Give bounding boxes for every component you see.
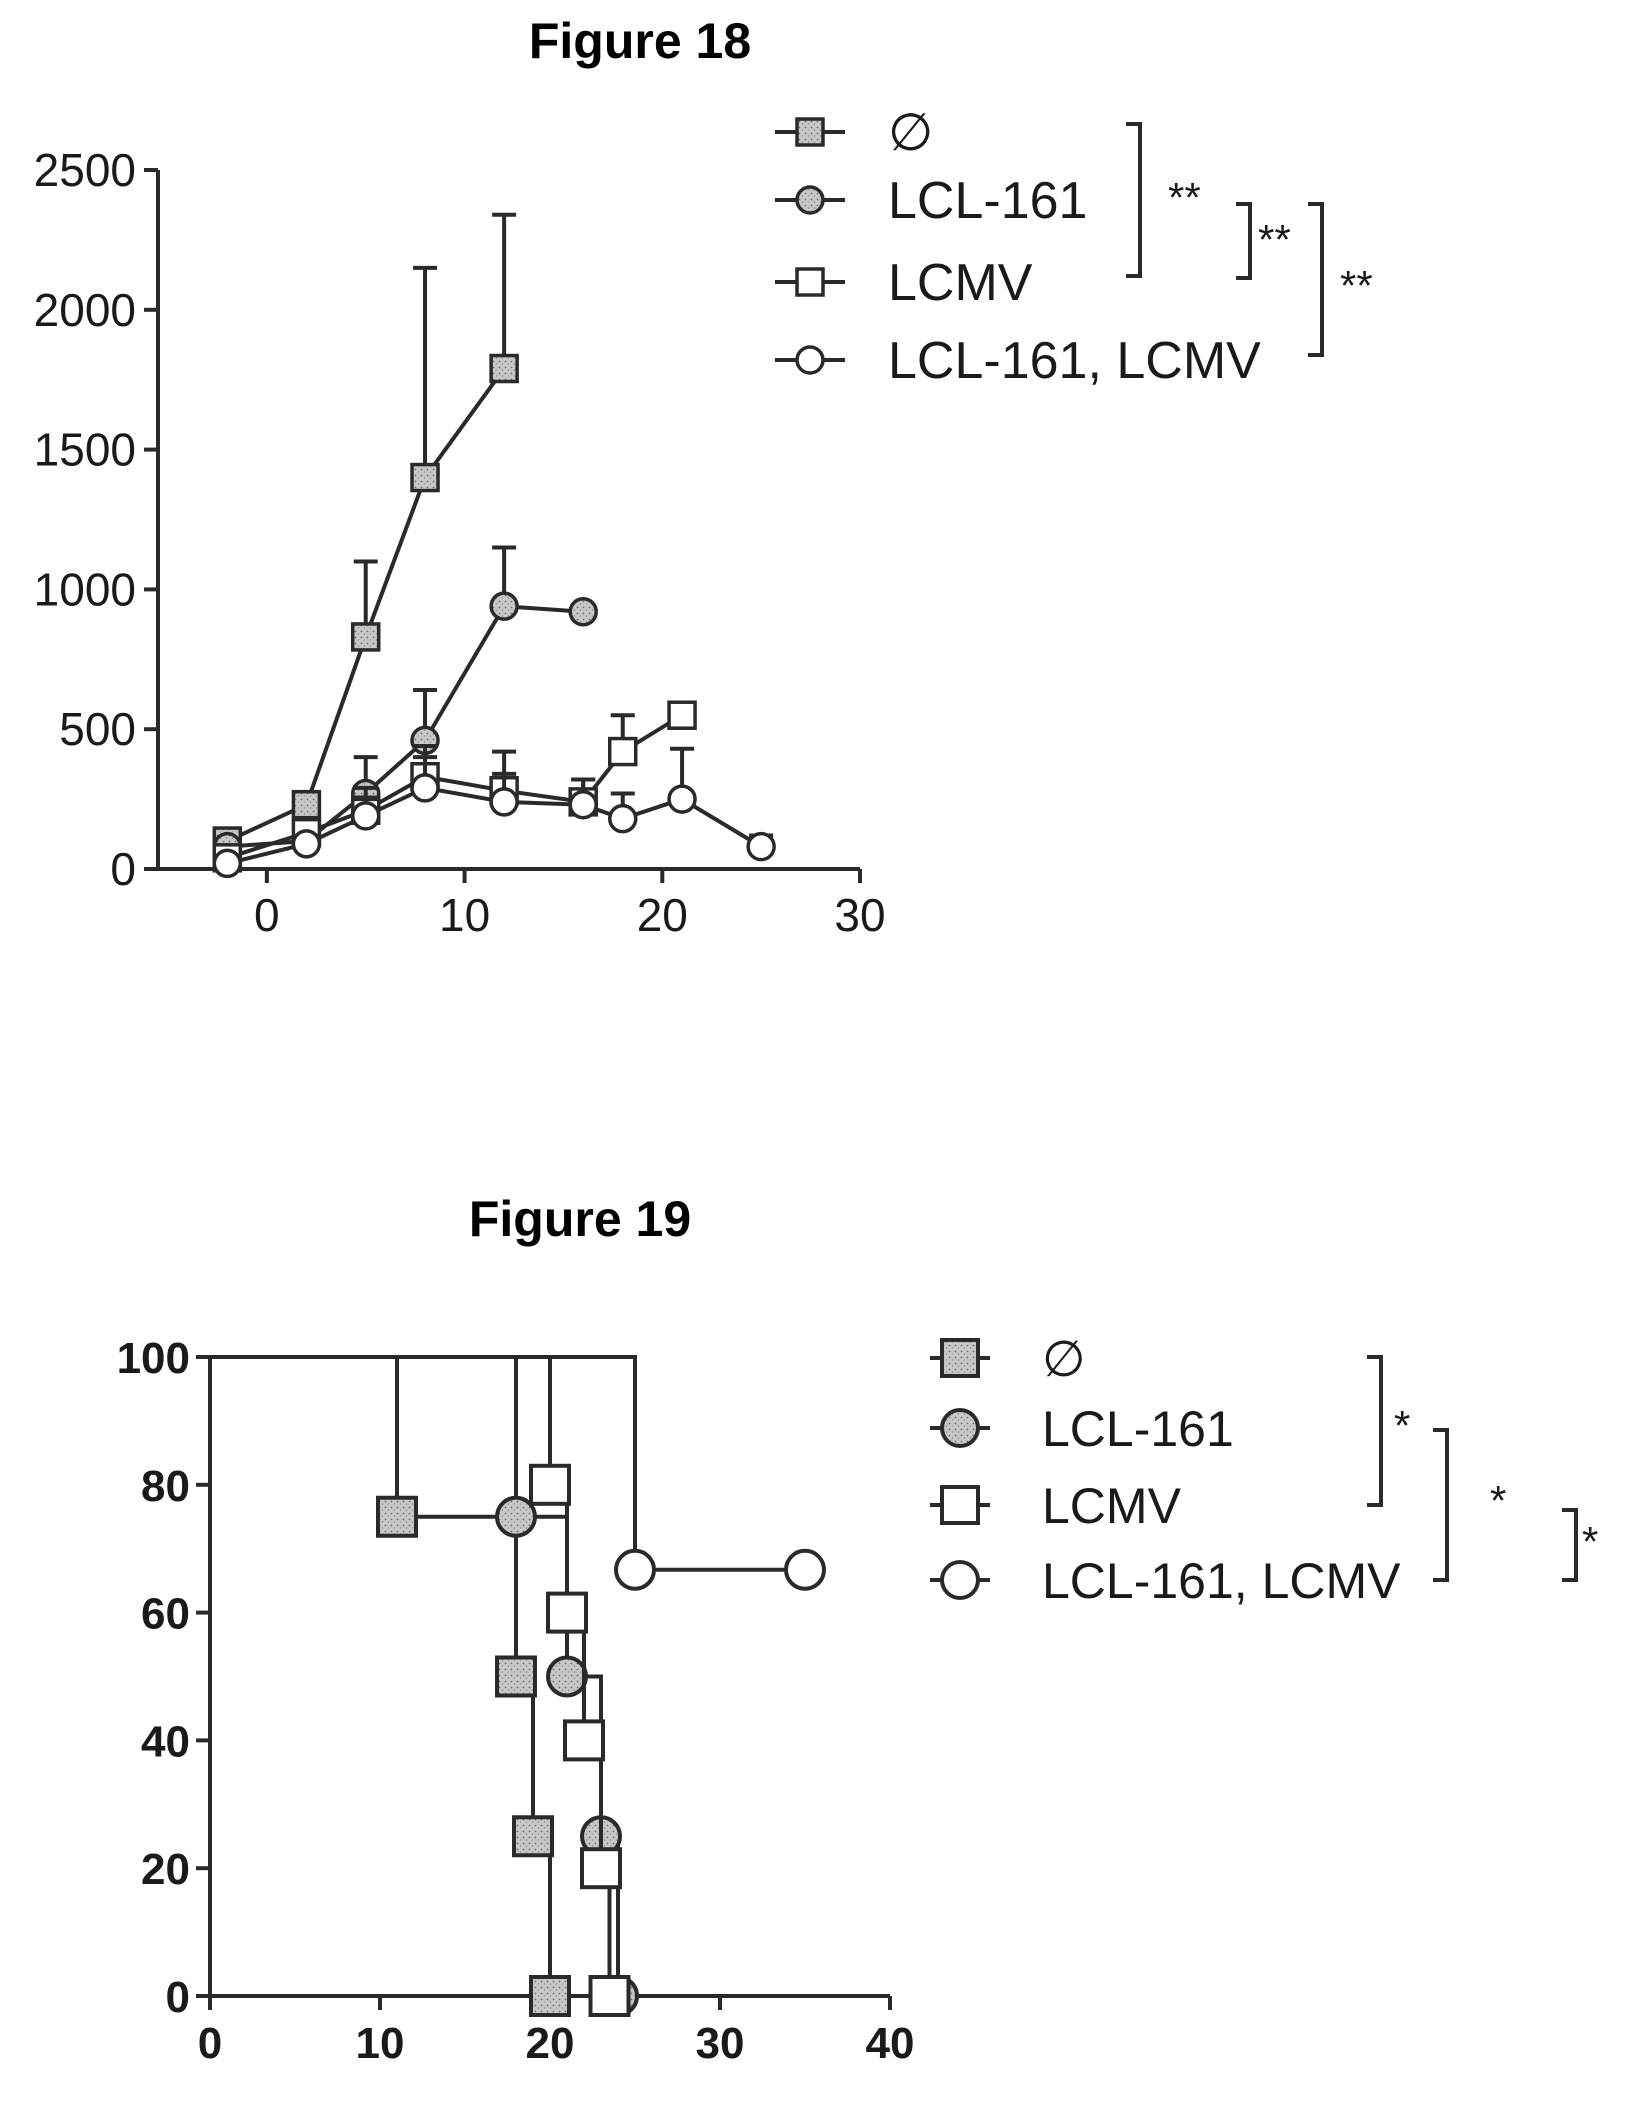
series-line (227, 604, 584, 849)
data-point (568, 789, 598, 820)
significance-bracket (1308, 202, 1324, 357)
figure-18: Figure 18 0 500 1000 1500 2000 2500 0 10 20 30 ∅ L… (34, 13, 1373, 941)
y-tick-label: 80 (141, 1462, 190, 1511)
survival-curve (210, 1355, 805, 1572)
series-3 (210, 1355, 826, 1591)
figure-18-legend: ∅ LCL-161 LCMV LCL-161, LCMV ** ** ** (775, 104, 1373, 390)
figure-19-title: Figure 19 (469, 1191, 691, 1247)
y-tick-label: 100 (117, 1334, 190, 1383)
x-tick-label: 10 (439, 889, 490, 941)
data-point (746, 831, 776, 862)
significance-bracket (1236, 202, 1252, 280)
y-tick-label: 40 (141, 1717, 190, 1766)
data-point (667, 784, 697, 814)
legend-label: LCL-161, LCMV (888, 332, 1261, 390)
legend-marker (940, 1485, 980, 1525)
data-point (291, 789, 322, 820)
data-point (607, 803, 638, 834)
significance-label: ** (1168, 174, 1201, 221)
legend-marker (940, 1560, 980, 1600)
data-point (529, 1463, 571, 1506)
data-point (667, 700, 697, 730)
data-point (410, 462, 440, 493)
series-0 (210, 1355, 571, 2017)
legend-marker (940, 1338, 980, 1378)
data-point (529, 1975, 571, 2017)
data-point (350, 801, 381, 831)
figure-19: Figure 19 0 20 40 60 80 100 0 10 20 30 40 ∅ LCL-161… (117, 1191, 1599, 2068)
y-tick-label: 2000 (34, 284, 136, 336)
series-3 (212, 746, 776, 879)
data-point (495, 1495, 537, 1538)
figure-19-legend: ∅ LCL-161 LCMV LCL-161, LCMV * * * (930, 1331, 1598, 1609)
significance-label: * (1394, 1402, 1410, 1449)
x-tick-label: 0 (198, 2019, 222, 2068)
y-tick-label: 0 (166, 1973, 190, 2022)
x-tick-label: 30 (696, 2019, 745, 2068)
data-point (568, 597, 598, 627)
significance-label: * (1490, 1477, 1506, 1524)
data-point (410, 773, 440, 803)
legend-marker (795, 345, 825, 375)
data-point (512, 1815, 554, 1858)
data-point (607, 736, 638, 767)
data-point (212, 848, 243, 879)
data-point (546, 1591, 588, 1634)
significance-bracket (1433, 1428, 1449, 1582)
legend-label: LCMV (1042, 1478, 1182, 1534)
data-point (784, 1548, 826, 1591)
figure-19-plot: 0 20 40 60 80 100 0 10 20 30 40 (117, 1334, 915, 2068)
significance-label: * (1582, 1518, 1598, 1565)
data-point (291, 829, 322, 859)
legend-label: ∅ (1042, 1331, 1086, 1387)
y-tick-label: 1000 (34, 563, 136, 615)
y-tick-label: 20 (141, 1845, 190, 1894)
data-point (350, 622, 381, 652)
x-tick-label: 20 (526, 2019, 575, 2068)
legend-marker (795, 117, 825, 147)
series-2 (212, 700, 697, 873)
legend-label: LCL-161 (888, 172, 1087, 230)
data-point (563, 1719, 605, 1762)
data-point (546, 1655, 588, 1698)
y-tick-label: 0 (110, 843, 136, 895)
data-point (588, 1975, 631, 2017)
y-tick-label: 60 (141, 1590, 190, 1639)
x-tick-label: 20 (637, 889, 688, 941)
significance-bracket (1126, 122, 1142, 278)
figure-18-plot: 0 500 1000 1500 2000 2500 0 10 20 30 (34, 144, 886, 941)
legend-marker (795, 185, 825, 215)
data-point (489, 353, 519, 384)
significance-label: ** (1340, 262, 1373, 309)
legend-label: LCL-161 (1042, 1401, 1234, 1457)
legend-marker (940, 1408, 980, 1448)
data-point (495, 1655, 537, 1698)
series-0 (212, 212, 519, 856)
data-point (489, 787, 519, 817)
figure-18-title: Figure 18 (529, 13, 751, 69)
data-point (580, 1847, 622, 1890)
significance-bracket (1562, 1508, 1578, 1582)
legend-label: ∅ (888, 104, 933, 162)
series-2 (210, 1355, 631, 2017)
y-tick-label: 500 (59, 703, 136, 755)
significance-bracket (1367, 1355, 1383, 1507)
x-tick-label: 0 (254, 889, 280, 941)
data-point (489, 591, 519, 621)
x-tick-label: 30 (834, 889, 885, 941)
data-point (614, 1548, 656, 1591)
legend-marker (795, 267, 825, 297)
series-1 (212, 545, 598, 862)
data-point (376, 1495, 418, 1538)
x-tick-label: 40 (866, 2019, 915, 2068)
x-tick-label: 10 (356, 2019, 405, 2068)
y-tick-label: 2500 (34, 144, 136, 196)
legend-label: LCMV (888, 254, 1033, 312)
significance-label: ** (1258, 216, 1291, 263)
y-tick-label: 1500 (34, 424, 136, 476)
series-1 (210, 1355, 639, 2017)
legend-label: LCL-161, LCMV (1042, 1553, 1401, 1609)
